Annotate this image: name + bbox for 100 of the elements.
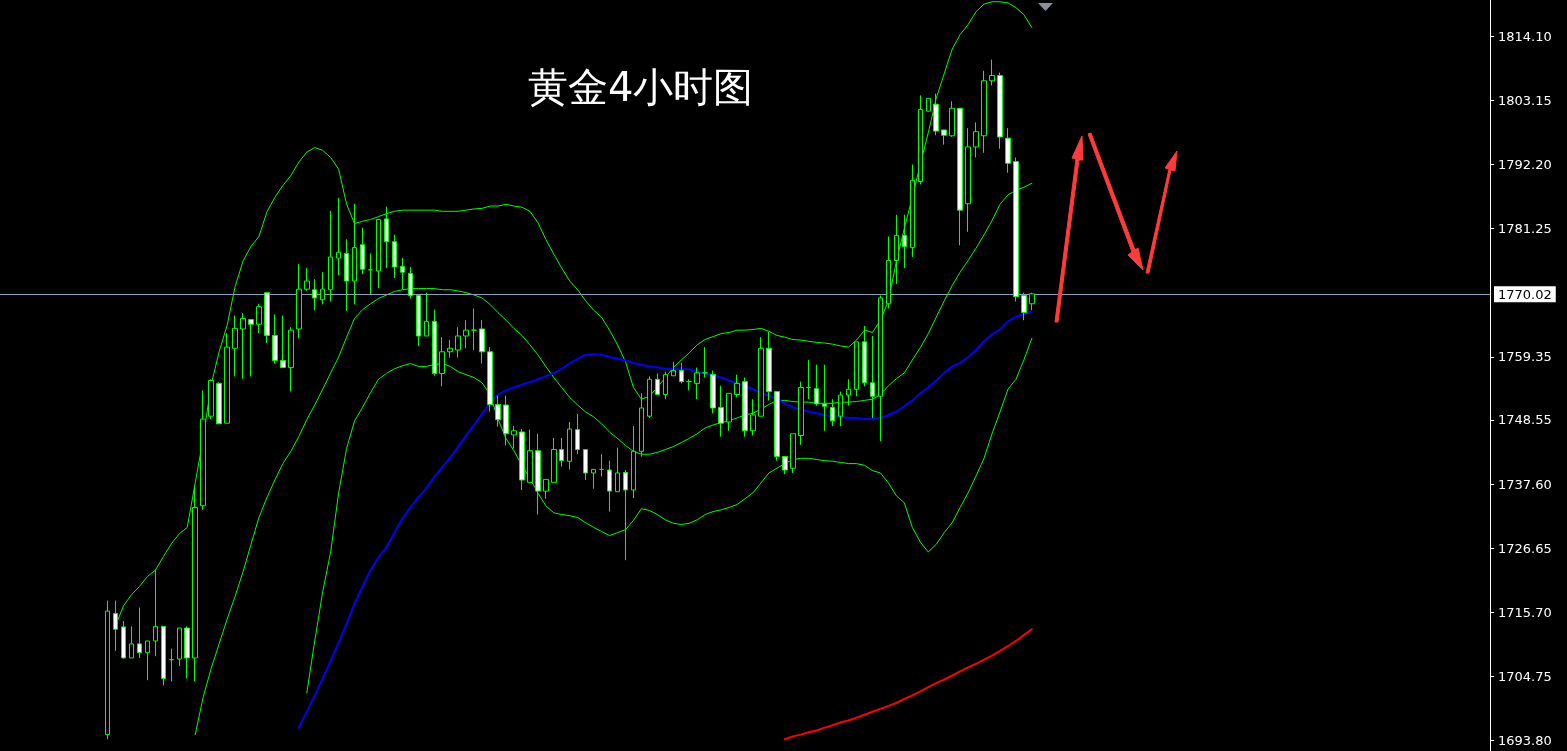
y-tick-label: 1737.60 bbox=[1498, 476, 1552, 492]
text: 黄金4小时图 bbox=[528, 64, 754, 110]
y-tick-label: 1759.35 bbox=[1498, 349, 1552, 365]
candlestick bbox=[105, 600, 110, 740]
candlestick bbox=[384, 206, 389, 269]
candlestick bbox=[854, 341, 859, 397]
ref-line-label: 1770.02 bbox=[1498, 286, 1552, 302]
candlestick bbox=[320, 271, 325, 305]
candlestick bbox=[455, 326, 461, 359]
candlestick bbox=[248, 319, 254, 377]
candlestick bbox=[145, 640, 150, 681]
candlestick bbox=[718, 385, 724, 438]
candlestick bbox=[599, 453, 604, 477]
candlestick bbox=[607, 460, 612, 513]
candlestick bbox=[1029, 292, 1035, 311]
candlestick bbox=[926, 97, 931, 112]
candlestick bbox=[495, 395, 501, 428]
candlestick bbox=[169, 648, 174, 682]
candlestick bbox=[224, 332, 230, 424]
candlestick bbox=[424, 292, 429, 337]
candlestick bbox=[782, 456, 788, 475]
candlestick bbox=[567, 421, 572, 470]
candlestick bbox=[487, 346, 493, 412]
candlestick bbox=[543, 478, 549, 500]
candlestick bbox=[734, 374, 740, 398]
candlestick bbox=[870, 335, 875, 419]
candlestick bbox=[623, 469, 628, 561]
candlestick bbox=[232, 315, 238, 377]
candlestick bbox=[679, 362, 684, 384]
candlestick bbox=[591, 468, 596, 490]
candlestick bbox=[471, 307, 477, 351]
candlestick bbox=[981, 70, 987, 154]
candlestick bbox=[400, 257, 405, 290]
candlestick bbox=[639, 392, 644, 458]
candlestick bbox=[806, 359, 811, 400]
candlestick bbox=[583, 449, 588, 481]
candlestick bbox=[527, 429, 533, 483]
candlestick bbox=[798, 381, 804, 446]
candlestick bbox=[376, 219, 381, 289]
candlestick bbox=[726, 392, 732, 432]
candlestick bbox=[710, 370, 716, 414]
candlestick bbox=[256, 303, 262, 334]
candlestick bbox=[758, 336, 764, 417]
candlestick bbox=[910, 163, 915, 258]
y-tick-label: 1814.10 bbox=[1498, 28, 1552, 44]
candlestick bbox=[575, 413, 580, 455]
candlestick bbox=[965, 127, 971, 233]
candlestick bbox=[631, 425, 636, 499]
candlestick bbox=[352, 203, 357, 305]
y-tick-label: 1726.65 bbox=[1498, 540, 1552, 556]
y-tick-label: 1748.55 bbox=[1498, 412, 1552, 428]
candlestick bbox=[264, 292, 270, 344]
candlestick bbox=[368, 252, 373, 295]
candlestick bbox=[312, 278, 317, 311]
candlestick bbox=[973, 121, 979, 158]
candlestick bbox=[408, 266, 413, 300]
y-tick-label: 1781.25 bbox=[1498, 221, 1552, 237]
candlestick bbox=[957, 107, 963, 246]
candlestick bbox=[790, 433, 796, 474]
y-tick-label: 1803.15 bbox=[1498, 92, 1552, 108]
candlestick bbox=[949, 100, 955, 138]
candlestick bbox=[814, 364, 819, 407]
candlestick bbox=[894, 214, 899, 285]
candlestick bbox=[137, 607, 142, 659]
candlestick bbox=[933, 93, 939, 136]
candlestick bbox=[750, 398, 756, 436]
candlestick bbox=[846, 378, 851, 407]
candlestick bbox=[551, 437, 557, 483]
candlestick bbox=[240, 312, 246, 380]
candlestick bbox=[989, 59, 995, 86]
candlestick bbox=[694, 367, 700, 400]
candlestick bbox=[503, 395, 509, 446]
candlestick bbox=[702, 346, 708, 379]
candlestick bbox=[463, 319, 469, 349]
candlestick bbox=[918, 94, 923, 185]
candlestick bbox=[615, 447, 620, 493]
candlestick bbox=[519, 428, 525, 491]
candlestick bbox=[941, 129, 947, 146]
candlestick bbox=[1005, 127, 1011, 174]
y-tick-label: 1792.20 bbox=[1498, 156, 1552, 172]
line-series bbox=[783, 628, 1033, 741]
candlestick bbox=[838, 391, 843, 427]
y-tick-label: 1715.70 bbox=[1498, 604, 1552, 620]
candlestick bbox=[671, 361, 676, 377]
candlestick bbox=[304, 267, 310, 292]
candlestick bbox=[774, 391, 780, 462]
candlestick bbox=[1021, 292, 1027, 321]
candlestick bbox=[360, 227, 365, 275]
candlestick bbox=[511, 425, 517, 449]
candlestick bbox=[742, 377, 748, 438]
line-series bbox=[297, 310, 1033, 729]
candlestick bbox=[559, 437, 564, 468]
candlestick bbox=[766, 331, 772, 401]
candlestick bbox=[336, 197, 341, 276]
candlestick bbox=[862, 325, 867, 387]
candlestick bbox=[344, 238, 349, 312]
candlestick bbox=[686, 378, 692, 391]
candlestick bbox=[878, 295, 883, 442]
candlestick bbox=[392, 234, 397, 279]
candlestick bbox=[416, 295, 421, 347]
